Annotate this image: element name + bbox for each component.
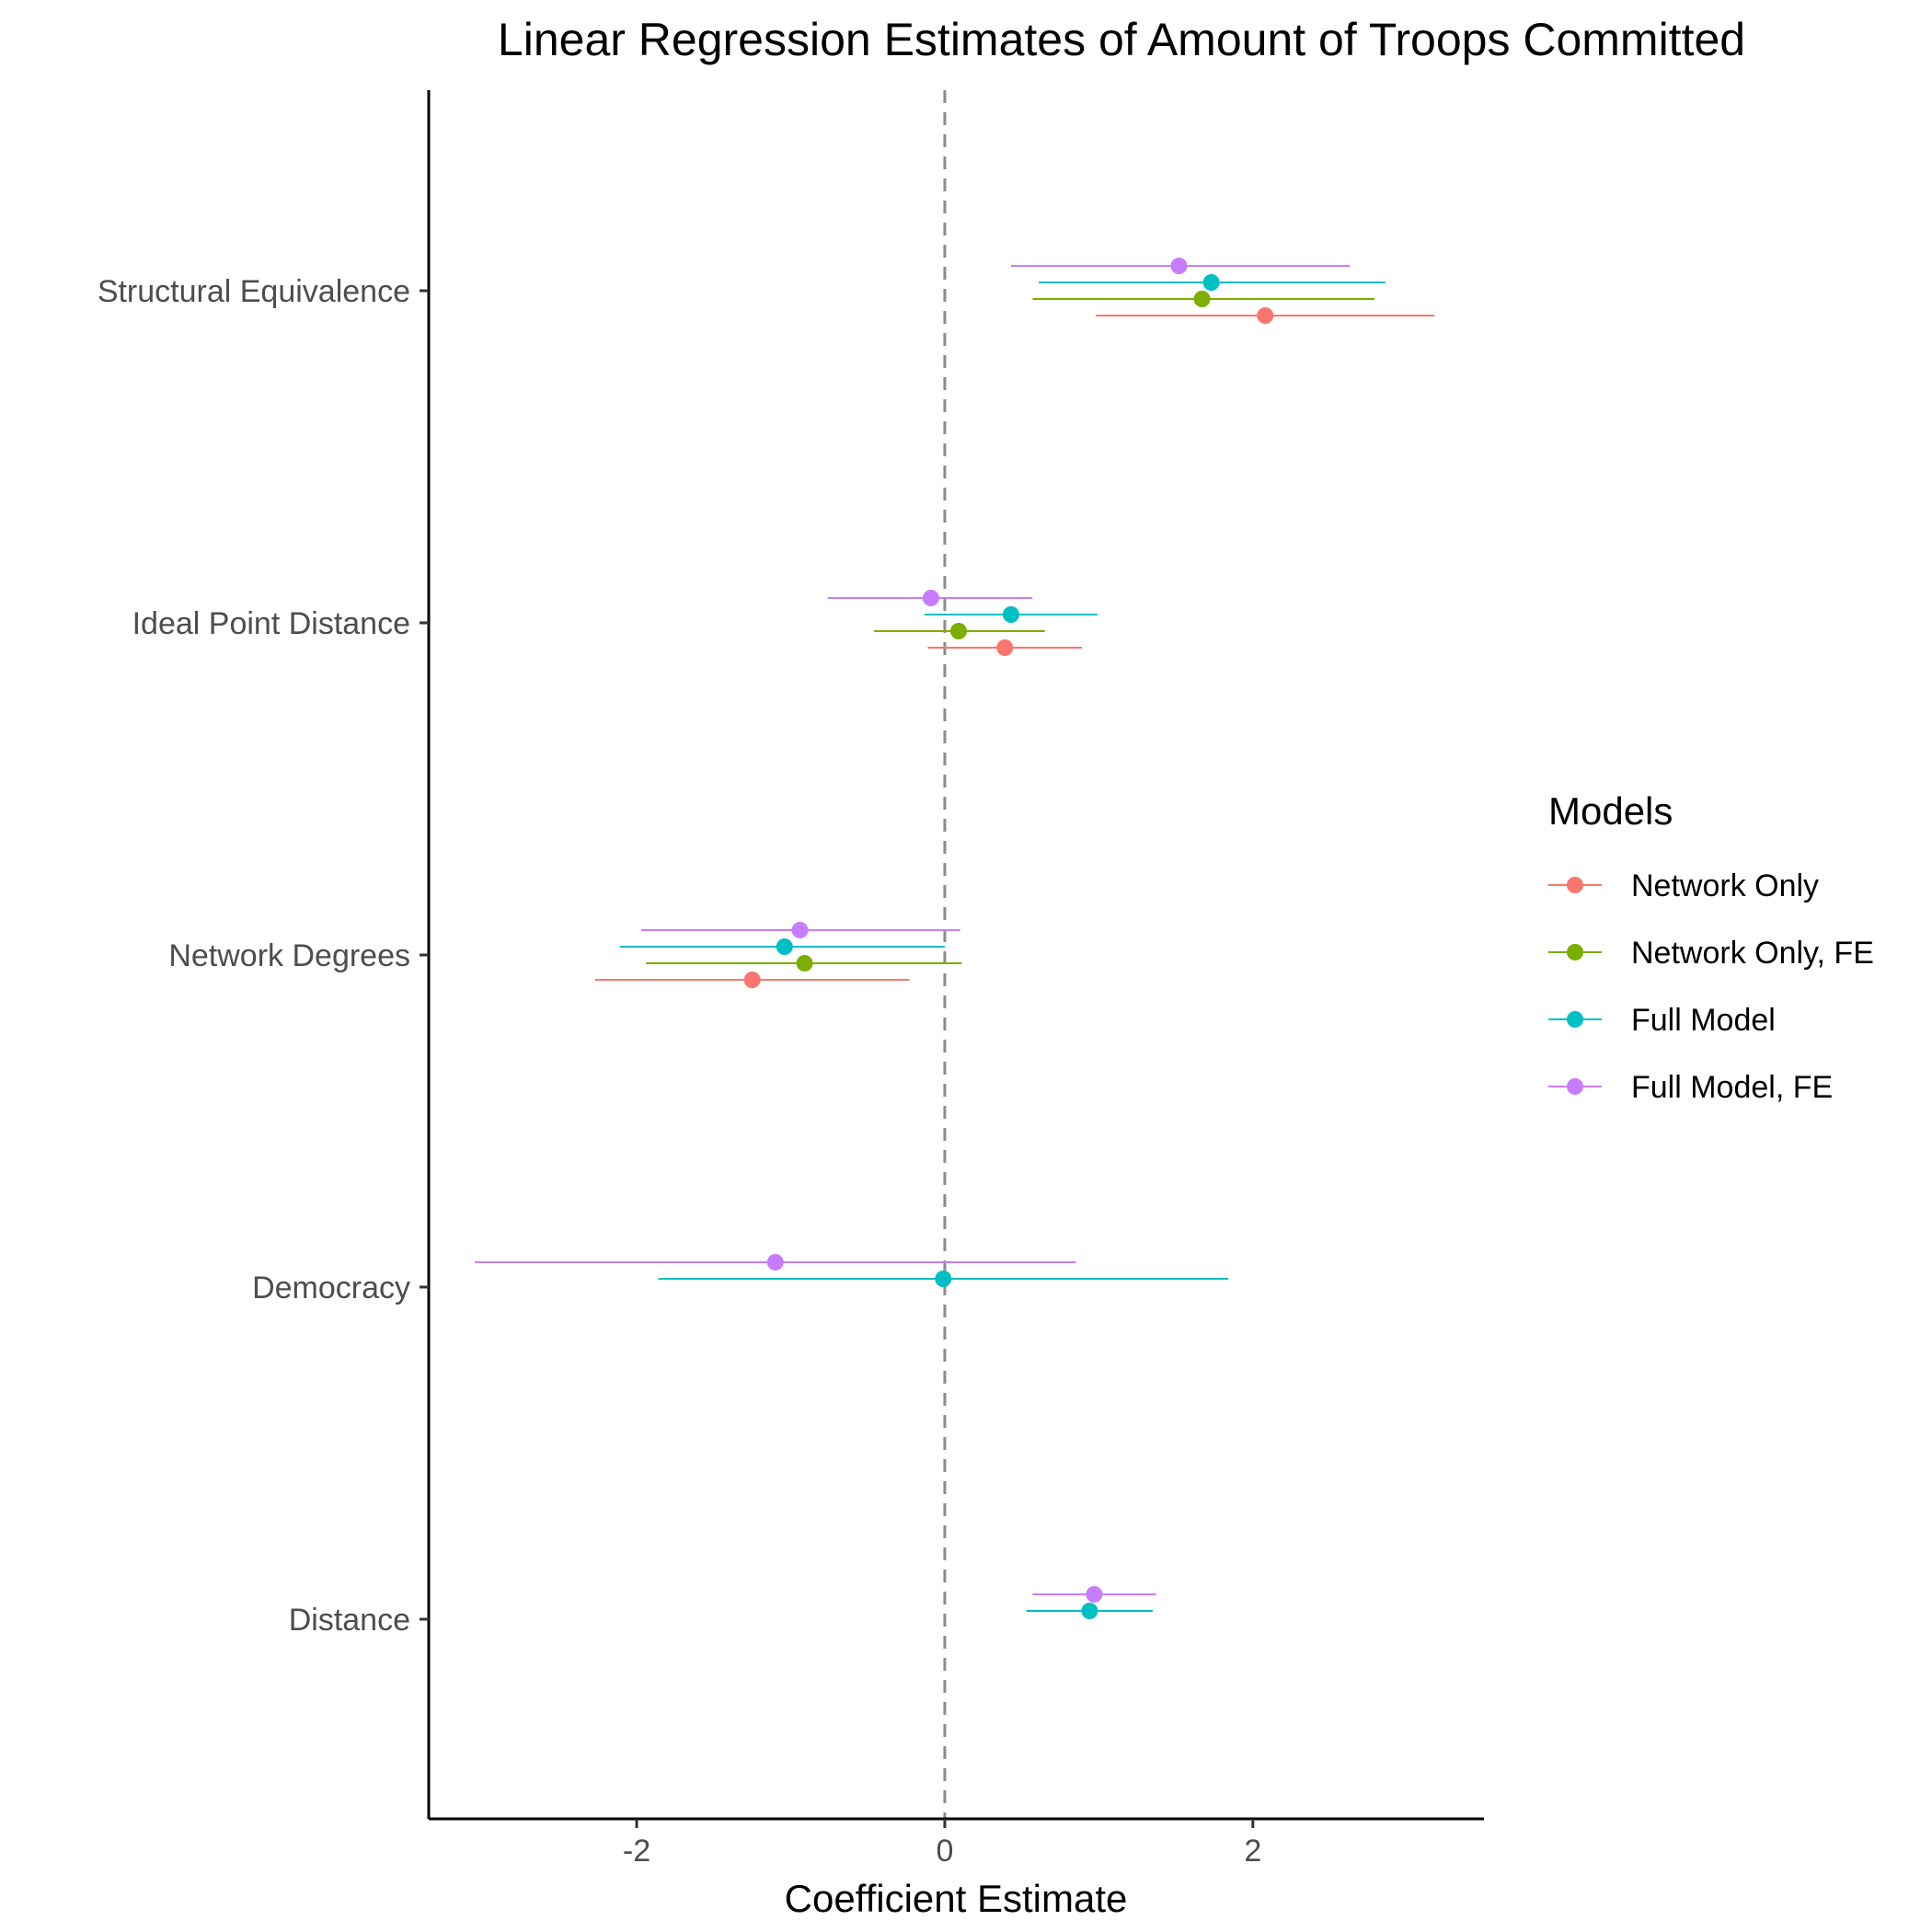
- estimate-point: [1081, 1603, 1098, 1619]
- estimate-point: [1170, 258, 1188, 274]
- x-axis-title: Coefficient Estimate: [785, 1877, 1128, 1920]
- estimate-point: [1193, 291, 1211, 307]
- legend: Models Network Only Network Only, FE Full …: [1548, 789, 1874, 1105]
- legend-key-point: [1567, 877, 1583, 893]
- estimate-point: [1202, 274, 1220, 291]
- legend-key-point: [1567, 944, 1583, 960]
- estimate-point: [935, 1271, 952, 1287]
- estimate-point: [791, 922, 809, 938]
- y-tick-label: Distance: [289, 1603, 410, 1638]
- legend-label: Full Model: [1631, 1003, 1776, 1038]
- x-tick-label: -2: [623, 1834, 650, 1869]
- estimate-point: [922, 590, 939, 606]
- data-marks: [475, 258, 1435, 1619]
- legend-label: Network Only: [1631, 868, 1819, 903]
- estimate-point: [1086, 1586, 1103, 1603]
- estimate-point: [743, 972, 761, 988]
- estimate-point: [796, 955, 813, 972]
- legend-key-point: [1567, 1078, 1583, 1095]
- y-tick-label: Ideal Point Distance: [132, 606, 410, 641]
- estimate-point: [1002, 606, 1019, 623]
- y-tick-label: Structural Equivalence: [98, 274, 410, 309]
- legend-title: Models: [1548, 789, 1673, 833]
- legend-key-point: [1567, 1011, 1583, 1028]
- legend-label: Network Only, FE: [1631, 936, 1874, 971]
- estimate-point: [996, 639, 1014, 656]
- y-tick-label: Democracy: [252, 1271, 410, 1305]
- x-axis-ticks: -2 0 2: [623, 1819, 1261, 1869]
- estimate-point: [1257, 307, 1274, 324]
- legend-label: Full Model, FE: [1631, 1070, 1833, 1105]
- y-axis-ticks: Structural Equivalence Ideal Point Distan…: [98, 274, 429, 1638]
- x-tick-label: 2: [1244, 1834, 1261, 1869]
- x-tick-label: 0: [936, 1834, 953, 1869]
- y-tick-label: Network Degrees: [168, 938, 410, 973]
- chart-title: Linear Regression Estimates of Amount of…: [498, 14, 1745, 65]
- estimate-point: [950, 623, 968, 639]
- estimate-point: [766, 1254, 784, 1271]
- estimate-point: [776, 938, 793, 955]
